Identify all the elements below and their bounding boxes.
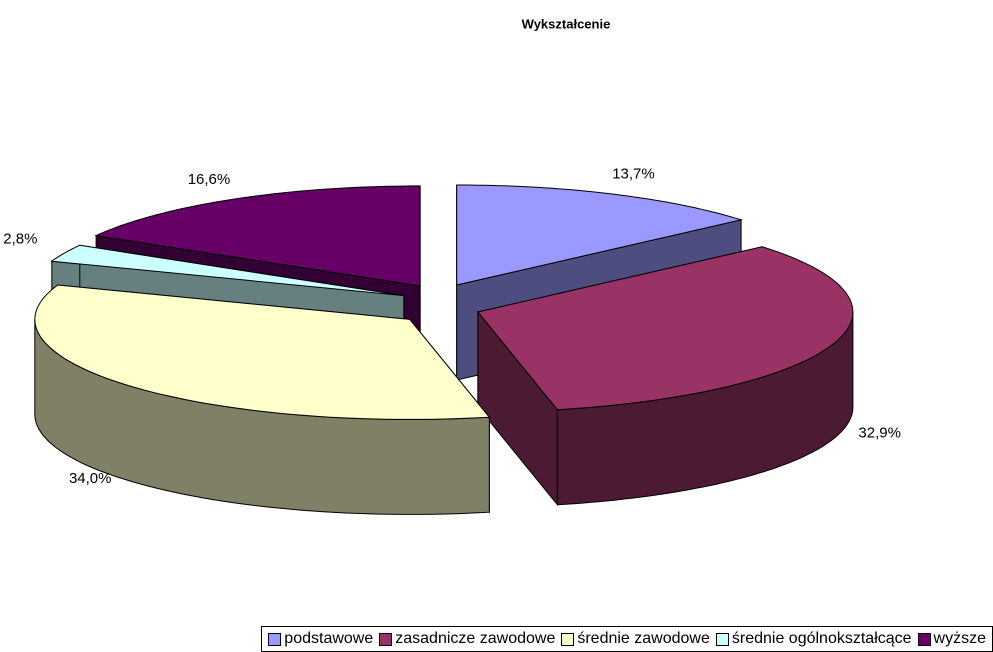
legend-item: średnie ogólnokształcące bbox=[715, 630, 912, 648]
legend-label: wyższe bbox=[933, 630, 986, 647]
legend-item: wyższe bbox=[917, 630, 986, 648]
data-label: 34,0% bbox=[69, 470, 112, 487]
legend-swatch bbox=[561, 632, 575, 646]
legend-label: średnie ogólnokształcące bbox=[731, 630, 912, 647]
data-label: 16,6% bbox=[188, 171, 231, 188]
legend-label: zasadnicze zawodowe bbox=[395, 630, 556, 647]
data-label: 13,7% bbox=[612, 165, 655, 182]
legend-swatch bbox=[917, 632, 931, 646]
legend-label: podstawowe bbox=[284, 630, 374, 647]
legend-label: średnie zawodowe bbox=[577, 630, 710, 647]
slice bbox=[50, 244, 404, 297]
legend-item: zasadnicze zawodowe bbox=[379, 630, 555, 648]
legend-item: średnie zawodowe bbox=[561, 630, 710, 648]
slice bbox=[456, 184, 744, 286]
legend-swatch bbox=[379, 632, 393, 646]
slice bbox=[477, 246, 854, 411]
chart-title: Wykształcenie bbox=[522, 16, 611, 31]
data-label: 32,9% bbox=[858, 424, 901, 441]
legend-item: podstawowe bbox=[268, 630, 373, 648]
legend: podstawowe zasadnicze zawodowe średnie zaw… bbox=[261, 626, 993, 652]
legend-swatch bbox=[268, 632, 282, 646]
data-label: 2,8% bbox=[3, 230, 37, 247]
legend-swatch bbox=[715, 632, 729, 646]
slice bbox=[34, 284, 491, 420]
slice bbox=[94, 185, 421, 287]
